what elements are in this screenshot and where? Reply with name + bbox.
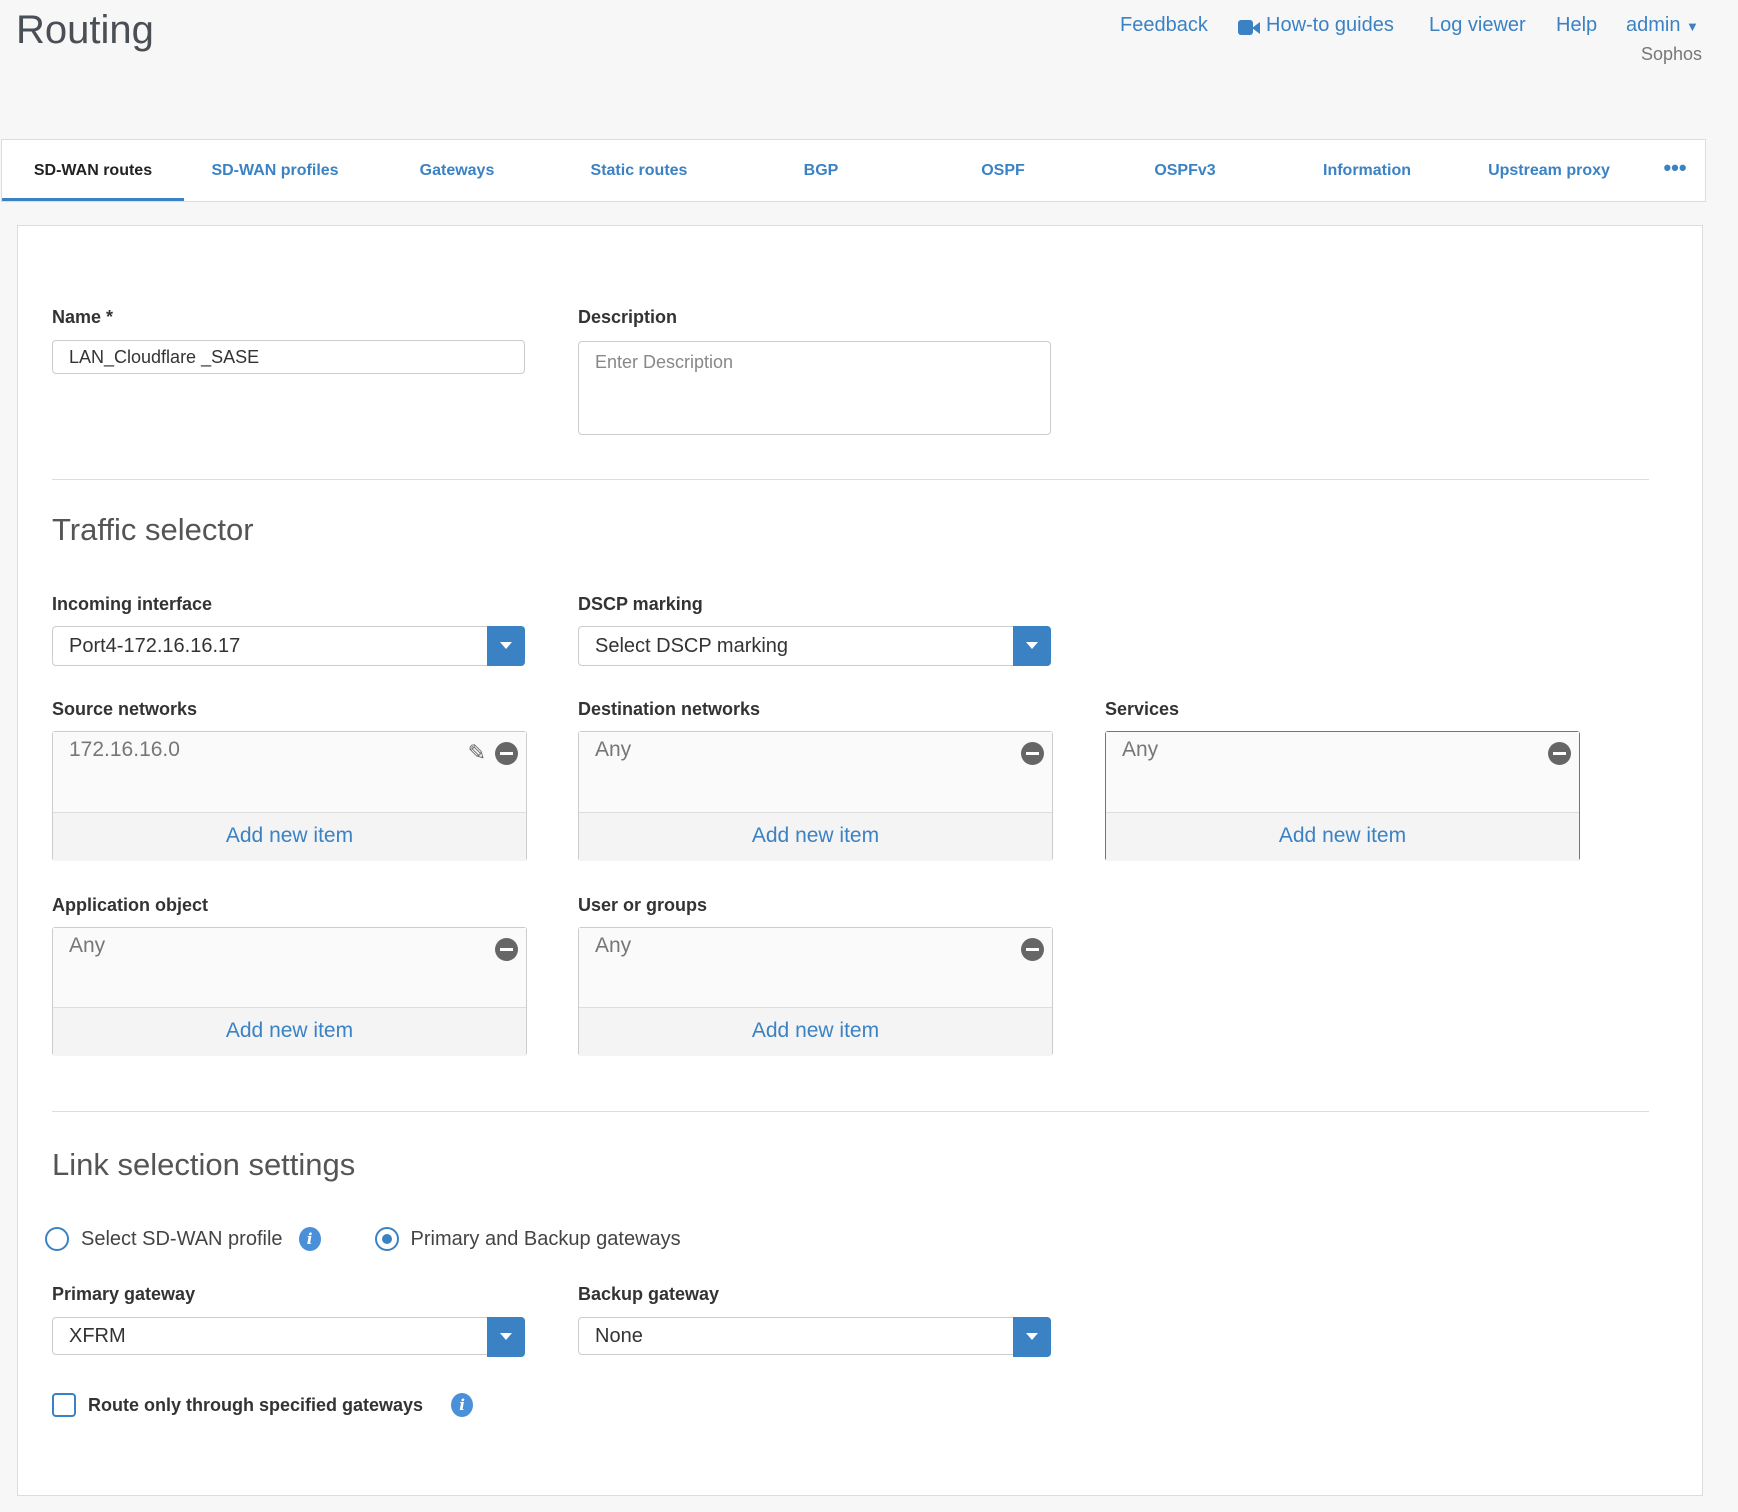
dscp-select[interactable]: Select DSCP marking bbox=[578, 626, 1051, 666]
feedback-link[interactable]: Feedback bbox=[1120, 14, 1208, 36]
tab-upstream-proxy[interactable]: Upstream proxy bbox=[1488, 162, 1610, 179]
chevron-down-icon[interactable] bbox=[1013, 626, 1051, 666]
primary-gateway-label: Primary gateway bbox=[52, 1284, 196, 1304]
incoming-interface-value: Port4-172.16.16.17 bbox=[69, 635, 241, 657]
dscp-label: DSCP marking bbox=[578, 594, 703, 614]
chevron-down-icon[interactable] bbox=[487, 626, 525, 666]
route-only-checkbox[interactable] bbox=[52, 1393, 76, 1417]
chevron-down-icon[interactable] bbox=[487, 1317, 525, 1357]
dscp-value: Select DSCP marking bbox=[595, 635, 789, 657]
add-new-item-button[interactable]: Add new item bbox=[579, 813, 1052, 861]
description-input[interactable]: Enter Description bbox=[578, 341, 1051, 435]
tab-gateways[interactable]: Gateways bbox=[419, 162, 495, 179]
remove-icon[interactable] bbox=[1021, 742, 1044, 765]
pencil-icon[interactable]: ✎ bbox=[467, 740, 486, 765]
page-title: Routing bbox=[16, 8, 154, 52]
services-list: Any Add new item bbox=[1105, 731, 1580, 861]
backup-gateway-select[interactable]: None bbox=[578, 1317, 1051, 1357]
remove-icon[interactable] bbox=[1548, 742, 1571, 765]
how-to-guides-link[interactable]: How-to guides bbox=[1266, 14, 1394, 36]
destination-networks-label: Destination networks bbox=[578, 699, 761, 719]
divider bbox=[52, 1111, 1649, 1112]
traffic-selector-heading: Traffic selector bbox=[52, 512, 254, 547]
add-new-item-button[interactable]: Add new item bbox=[53, 813, 526, 861]
source-networks-label: Source networks bbox=[52, 699, 198, 719]
admin-menu[interactable]: admin ▼ bbox=[1626, 14, 1699, 37]
remove-icon[interactable] bbox=[495, 742, 518, 765]
list-item: Any bbox=[53, 928, 526, 1008]
divider bbox=[52, 479, 1649, 480]
log-viewer-link[interactable]: Log viewer bbox=[1429, 14, 1526, 36]
list-item-label: 172.16.16.0 bbox=[69, 738, 180, 761]
tab-bgp[interactable]: BGP bbox=[803, 162, 839, 179]
application-object-label: Application object bbox=[52, 895, 209, 915]
chevron-down-icon: ▼ bbox=[1686, 19, 1699, 34]
info-icon[interactable]: i bbox=[451, 1393, 474, 1417]
radio-sd-wan-profile[interactable] bbox=[45, 1227, 69, 1251]
list-item-label: Any bbox=[595, 934, 632, 957]
more-tabs-icon[interactable]: ••• bbox=[1663, 155, 1687, 180]
tab-information[interactable]: Information bbox=[1323, 162, 1411, 179]
tab-sd-wan-routes[interactable]: SD-WAN routes bbox=[2, 140, 184, 201]
primary-gateway-value: XFRM bbox=[69, 1325, 126, 1347]
backup-gateway-value: None bbox=[595, 1325, 643, 1347]
user-groups-label: User or groups bbox=[578, 895, 708, 915]
application-object-list: Any Add new item bbox=[52, 927, 527, 1056]
tab-sd-wan-profiles[interactable]: SD-WAN profiles bbox=[211, 162, 339, 179]
help-link[interactable]: Help bbox=[1556, 14, 1598, 36]
services-label: Services bbox=[1105, 699, 1180, 719]
remove-icon[interactable] bbox=[1021, 938, 1044, 961]
radio-primary-backup-gateways[interactable] bbox=[374, 1227, 399, 1251]
add-new-item-button[interactable]: Add new item bbox=[579, 1008, 1052, 1056]
list-item-label: Any bbox=[595, 738, 632, 761]
name-label: Name * bbox=[52, 307, 114, 327]
radio-sd-wan-profile-label: Select SD-WAN profile bbox=[81, 1227, 283, 1250]
list-item: Any bbox=[579, 732, 1052, 813]
route-only-label: Route only through specified gateways bbox=[88, 1394, 424, 1415]
incoming-interface-label: Incoming interface bbox=[52, 594, 213, 614]
link-selection-radio-group: Select SD-WAN profile i Primary and Back… bbox=[45, 1226, 681, 1252]
backup-gateway-label: Backup gateway bbox=[578, 1284, 720, 1304]
primary-gateway-select[interactable]: XFRM bbox=[52, 1317, 525, 1357]
link-selection-heading: Link selection settings bbox=[52, 1147, 356, 1182]
list-item: Any bbox=[579, 928, 1052, 1008]
description-label: Description bbox=[578, 307, 678, 327]
list-item-label: Any bbox=[69, 934, 106, 957]
tab-ospf[interactable]: OSPF bbox=[981, 162, 1025, 179]
org-name: Sophos bbox=[1640, 44, 1702, 64]
tab-static-routes[interactable]: Static routes bbox=[590, 162, 688, 179]
source-networks-list: 172.16.16.0 ✎ Add new item bbox=[52, 731, 527, 861]
info-icon[interactable]: i bbox=[298, 1227, 321, 1251]
name-input[interactable]: LAN_Cloudflare _SASE bbox=[52, 340, 525, 374]
chevron-down-icon[interactable] bbox=[1013, 1317, 1051, 1357]
radio-primary-backup-label: Primary and Backup gateways bbox=[410, 1227, 681, 1250]
tab-ospfv3[interactable]: OSPFv3 bbox=[1154, 162, 1216, 179]
add-new-item-button[interactable]: Add new item bbox=[53, 1008, 526, 1056]
incoming-interface-select[interactable]: Port4-172.16.16.17 bbox=[52, 626, 525, 666]
route-only-row: Route only through specified gateways i bbox=[52, 1392, 474, 1418]
user-groups-list: Any Add new item bbox=[578, 927, 1053, 1056]
admin-label: admin bbox=[1626, 14, 1681, 36]
list-item-label: Any bbox=[1122, 738, 1159, 761]
remove-icon[interactable] bbox=[495, 938, 518, 961]
list-item: 172.16.16.0 ✎ bbox=[53, 732, 526, 813]
destination-networks-list: Any Add new item bbox=[578, 731, 1053, 861]
tab-bar: SD-WAN routes SD-WAN profiles Gateways S… bbox=[1, 139, 1706, 202]
video-icon bbox=[1238, 20, 1260, 35]
list-item: Any bbox=[1106, 732, 1579, 813]
add-new-item-button[interactable]: Add new item bbox=[1106, 813, 1579, 861]
